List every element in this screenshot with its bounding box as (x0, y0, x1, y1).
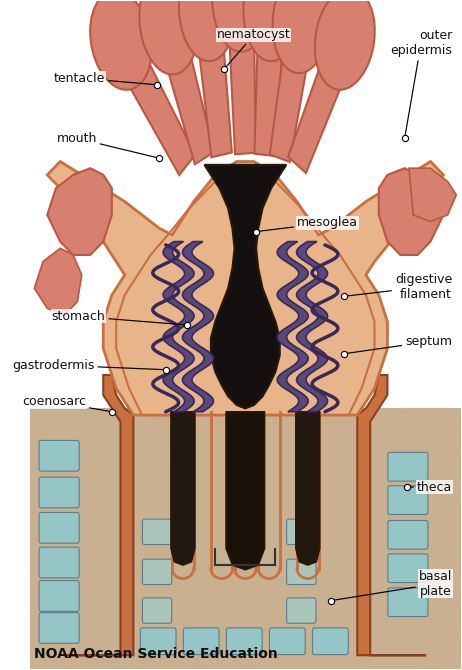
Text: nematocyst: nematocyst (217, 28, 291, 68)
Polygon shape (171, 412, 195, 565)
Text: basal
plate: basal plate (334, 570, 452, 600)
Polygon shape (65, 375, 134, 655)
FancyBboxPatch shape (388, 588, 428, 616)
FancyBboxPatch shape (39, 612, 79, 643)
Ellipse shape (140, 0, 198, 74)
FancyBboxPatch shape (183, 628, 219, 655)
FancyBboxPatch shape (226, 628, 262, 655)
Text: outer
epidermis: outer epidermis (390, 29, 452, 135)
FancyBboxPatch shape (269, 628, 305, 655)
Text: stomach: stomach (52, 310, 184, 325)
Polygon shape (160, 29, 214, 164)
Polygon shape (288, 42, 351, 173)
Text: mesoglea: mesoglea (259, 216, 358, 231)
Text: gastrodermis: gastrodermis (12, 358, 163, 372)
Polygon shape (255, 21, 284, 156)
FancyBboxPatch shape (39, 513, 79, 543)
Polygon shape (379, 168, 444, 255)
Polygon shape (357, 375, 426, 655)
Polygon shape (296, 412, 320, 565)
Text: septum: septum (347, 335, 452, 353)
FancyBboxPatch shape (286, 519, 316, 545)
FancyBboxPatch shape (388, 521, 428, 549)
FancyBboxPatch shape (39, 440, 79, 471)
Polygon shape (226, 412, 265, 570)
FancyBboxPatch shape (286, 598, 316, 623)
FancyBboxPatch shape (286, 559, 316, 584)
Polygon shape (34, 249, 82, 315)
Ellipse shape (212, 0, 269, 52)
Polygon shape (30, 409, 461, 669)
FancyBboxPatch shape (388, 486, 428, 515)
Ellipse shape (243, 0, 300, 61)
Polygon shape (277, 242, 308, 412)
Polygon shape (204, 165, 286, 409)
Text: mouth: mouth (56, 132, 157, 157)
Ellipse shape (179, 0, 236, 61)
Text: theca: theca (410, 480, 452, 494)
FancyBboxPatch shape (39, 477, 79, 508)
FancyBboxPatch shape (142, 598, 172, 623)
Text: tentacle: tentacle (54, 72, 154, 84)
Polygon shape (297, 242, 328, 412)
Text: digestive
filament: digestive filament (347, 273, 452, 301)
FancyBboxPatch shape (142, 519, 172, 545)
Polygon shape (163, 242, 194, 412)
Polygon shape (117, 39, 195, 175)
Polygon shape (47, 168, 112, 255)
FancyBboxPatch shape (142, 559, 172, 584)
Polygon shape (228, 13, 255, 154)
FancyBboxPatch shape (140, 628, 176, 655)
Text: coenosarc: coenosarc (22, 395, 109, 411)
Ellipse shape (273, 0, 330, 73)
FancyBboxPatch shape (39, 547, 79, 578)
FancyBboxPatch shape (388, 554, 428, 582)
Ellipse shape (315, 0, 375, 90)
FancyBboxPatch shape (39, 580, 79, 611)
Text: NOAA Ocean Service Education: NOAA Ocean Service Education (34, 647, 278, 661)
Polygon shape (182, 242, 213, 412)
Polygon shape (409, 168, 456, 222)
Polygon shape (196, 19, 232, 157)
Ellipse shape (90, 0, 152, 90)
Polygon shape (47, 161, 444, 415)
FancyBboxPatch shape (312, 628, 348, 655)
FancyBboxPatch shape (388, 452, 428, 481)
Polygon shape (270, 30, 312, 162)
